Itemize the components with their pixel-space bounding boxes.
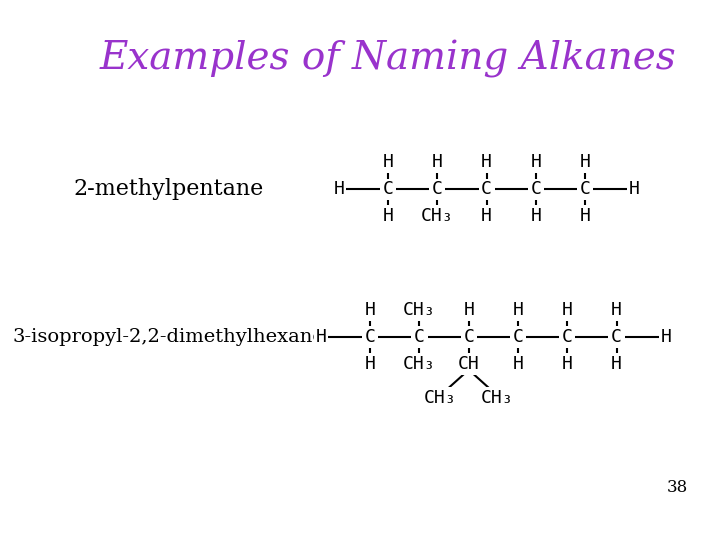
Text: CH₃: CH₃ [403, 301, 436, 319]
Text: CH₃: CH₃ [403, 355, 436, 373]
Text: CH₃: CH₃ [481, 389, 513, 407]
Text: H: H [580, 207, 590, 225]
Text: CH₃: CH₃ [424, 389, 456, 407]
Text: H: H [365, 355, 376, 373]
Text: C: C [481, 180, 492, 198]
Text: H: H [531, 153, 541, 172]
Text: H: H [481, 207, 492, 225]
Text: H: H [629, 180, 640, 198]
Text: CH₃: CH₃ [421, 207, 454, 225]
Text: H: H [463, 301, 474, 319]
Text: H: H [333, 180, 344, 198]
Text: C: C [414, 328, 425, 346]
Text: 38: 38 [667, 479, 688, 496]
Text: C: C [382, 180, 394, 198]
Text: H: H [660, 328, 671, 346]
Text: H: H [315, 328, 326, 346]
Text: H: H [580, 153, 590, 172]
Text: H: H [513, 355, 523, 373]
Text: H: H [611, 301, 622, 319]
Text: H: H [562, 301, 572, 319]
Text: 3-isopropyl-2,2-dimethylhexane: 3-isopropyl-2,2-dimethylhexane [13, 328, 325, 346]
Text: CH: CH [458, 355, 480, 373]
Text: C: C [531, 180, 541, 198]
Text: H: H [432, 153, 443, 172]
Text: H: H [562, 355, 572, 373]
Text: C: C [562, 328, 572, 346]
Text: C: C [365, 328, 376, 346]
Text: H: H [611, 355, 622, 373]
Text: H: H [382, 153, 394, 172]
Text: C: C [580, 180, 590, 198]
Text: H: H [531, 207, 541, 225]
Text: H: H [481, 153, 492, 172]
Text: H: H [513, 301, 523, 319]
Text: H: H [365, 301, 376, 319]
Text: 2-methylpentane: 2-methylpentane [73, 178, 264, 200]
Text: H: H [382, 207, 394, 225]
Text: Examples of Naming Alkanes: Examples of Naming Alkanes [100, 40, 677, 78]
Text: C: C [611, 328, 622, 346]
Text: C: C [463, 328, 474, 346]
Text: C: C [432, 180, 443, 198]
Text: C: C [513, 328, 523, 346]
